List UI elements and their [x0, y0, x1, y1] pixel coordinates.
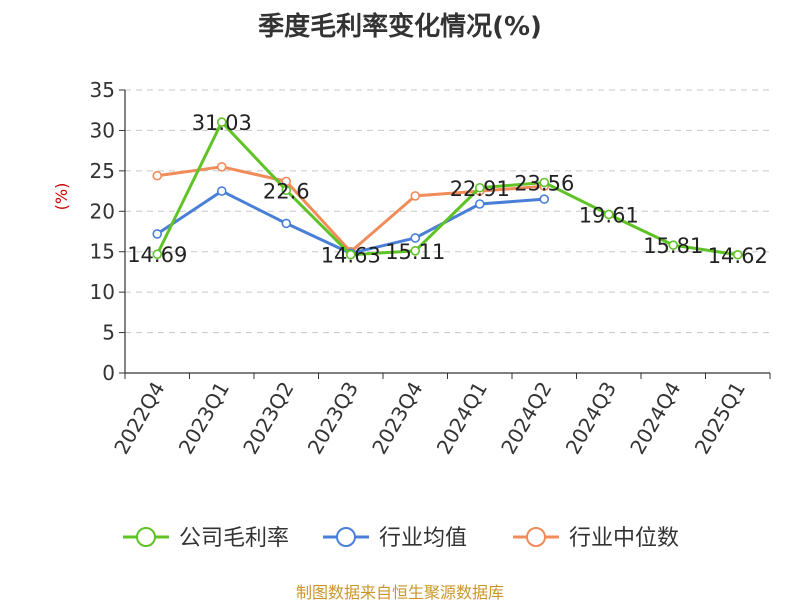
legend-label-2: 行业中位数 — [569, 526, 679, 551]
legend-label-1: 行业均值 — [379, 526, 467, 551]
series-1-point-1 — [216, 186, 227, 196]
legend[interactable]: 公司毛利率 行业均值 行业中位数 — [123, 526, 679, 551]
series-2-point-2 — [281, 176, 292, 187]
legend-item-0[interactable]: 公司毛利率 — [123, 526, 289, 551]
y-tick-label-15: 15 — [90, 240, 115, 264]
series-1-point-4 — [410, 233, 421, 243]
x-tick-label-2024Q3: 2024Q3 — [561, 378, 621, 459]
series-0-point-0 — [152, 249, 163, 260]
y-tick-label-10: 10 — [90, 280, 115, 304]
x-tick-label-2023Q3: 2023Q3 — [303, 378, 363, 459]
data-label-2023Q4: 15.11 — [385, 240, 445, 264]
legend-swatch-marker-1 — [336, 527, 356, 547]
y-tick-label-20: 20 — [90, 199, 115, 223]
series-line-0 — [155, 120, 738, 257]
series-0-point-9 — [732, 249, 743, 260]
series-0-point-7 — [603, 209, 614, 220]
x-tick-label-2022Q4: 2022Q4 — [109, 378, 169, 459]
y-tick-label-5: 5 — [102, 321, 115, 345]
series-1-point-6 — [539, 194, 550, 204]
x-tick-label-2024Q1: 2024Q1 — [432, 378, 492, 459]
series-2-point-1 — [216, 162, 227, 172]
data-label-2024Q2: 23.56 — [514, 172, 574, 196]
data-label-2023Q3: 14.63 — [321, 244, 381, 268]
x-tick-label-2023Q2: 2023Q2 — [238, 378, 298, 459]
y-tick-label-30: 30 — [90, 118, 115, 142]
series-0-point-8 — [668, 240, 679, 250]
legend-item-1[interactable]: 行业均值 — [323, 526, 467, 551]
x-tick-label-2024Q4: 2024Q4 — [625, 378, 685, 459]
y-axis-label: (%) — [52, 183, 71, 211]
legend-swatch-marker-0 — [136, 527, 156, 547]
series-0-point-3 — [345, 249, 356, 260]
y-tick-label-25: 25 — [90, 159, 115, 183]
source-note: 制图数据来自恒生聚源数据库 — [295, 583, 504, 602]
data-label-2022Q4: 14.69 — [127, 243, 187, 267]
series-0-point-5 — [474, 182, 485, 193]
chart-title: 季度毛利率变化情况(%) — [258, 12, 542, 42]
series-0-point-2 — [281, 185, 292, 196]
series-0-point-6 — [539, 177, 550, 188]
y-tick-label-35: 35 — [90, 78, 115, 102]
data-label-2023Q2: 22.6 — [263, 179, 310, 203]
y-tick-label-0: 0 — [102, 361, 115, 385]
legend-swatch-marker-2 — [526, 527, 546, 547]
x-tick-label-2023Q4: 2023Q4 — [367, 378, 427, 459]
series-1-point-2 — [281, 218, 292, 229]
x-tick-label-2024Q2: 2024Q2 — [496, 378, 556, 459]
data-label-2024Q1: 22.91 — [450, 177, 510, 201]
series-1-point-0 — [152, 229, 163, 239]
series-0-point-4 — [410, 246, 421, 256]
data-label-2024Q4: 15.81 — [643, 234, 703, 258]
data-label-2024Q3: 19.61 — [579, 203, 639, 227]
legend-label-0: 公司毛利率 — [179, 526, 289, 551]
series-layer — [152, 117, 743, 260]
series-1-point-5 — [474, 199, 485, 209]
grid-lines — [125, 89, 770, 334]
series-2-point-4 — [410, 191, 421, 201]
series-0-point-1 — [216, 117, 227, 127]
x-tick-label-2025Q1: 2025Q1 — [690, 378, 750, 459]
x-tick-label-2023Q1: 2023Q1 — [174, 378, 234, 459]
legend-item-2[interactable]: 行业中位数 — [513, 526, 679, 551]
series-2-point-0 — [152, 170, 163, 181]
data-label-2025Q1: 14.62 — [708, 244, 768, 268]
data-label-2023Q1: 31.03 — [192, 111, 252, 135]
